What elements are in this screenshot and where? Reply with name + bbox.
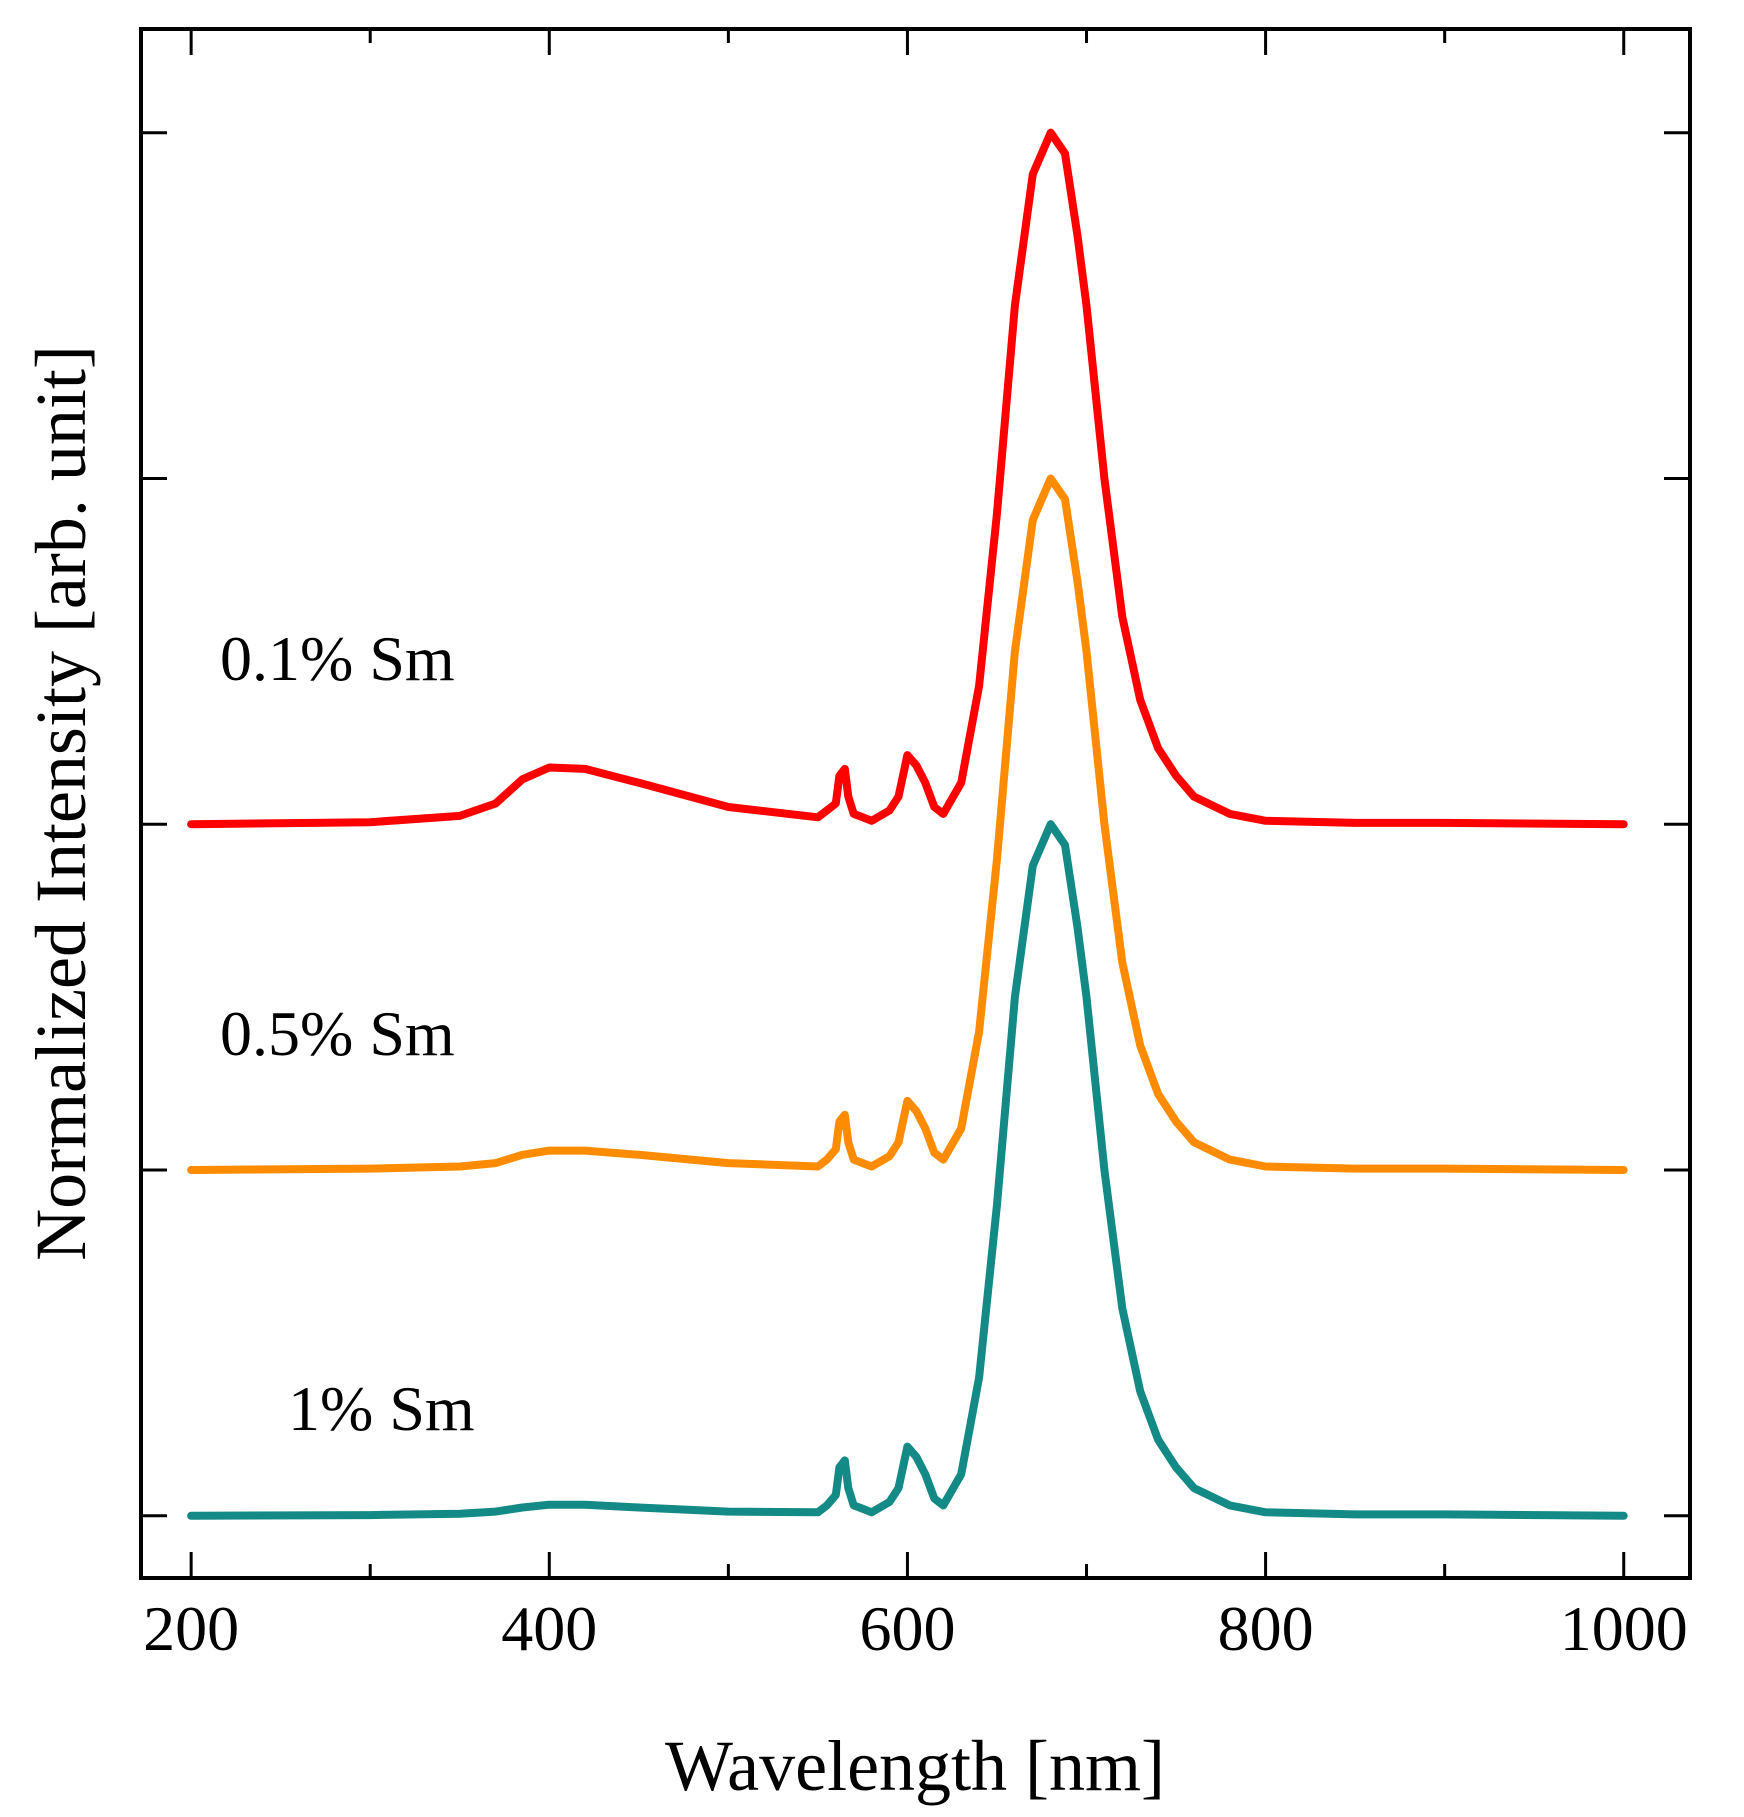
series-lines xyxy=(187,128,1628,1520)
x-tick-label: 200 xyxy=(143,1593,239,1664)
plot-frame xyxy=(139,27,1692,1580)
x-tick-labels: 200 400 600 800 1000 xyxy=(143,1593,1688,1664)
series-label-2: 0.5% Sm xyxy=(220,998,455,1069)
x-axis-label: Wavelength [nm] xyxy=(665,1726,1165,1806)
series-labels: 0.1% Sm 0.5% Sm 1% Sm xyxy=(220,623,475,1444)
series-line-2 xyxy=(187,474,1628,1174)
x-tick-label: 600 xyxy=(859,1593,955,1664)
series-label-3: 1% Sm xyxy=(288,1373,475,1444)
series-line-3 xyxy=(187,820,1628,1520)
y-axis-label: Normalized Intensity [arb. unit] xyxy=(21,345,101,1261)
x-tick-label: 400 xyxy=(501,1593,597,1664)
axis-ticks xyxy=(141,29,1690,1578)
x-tick-label: 800 xyxy=(1218,1593,1314,1664)
series-line-1 xyxy=(187,128,1628,829)
x-tick-label: 1000 xyxy=(1560,1593,1688,1664)
series-label-1: 0.1% Sm xyxy=(220,623,455,694)
